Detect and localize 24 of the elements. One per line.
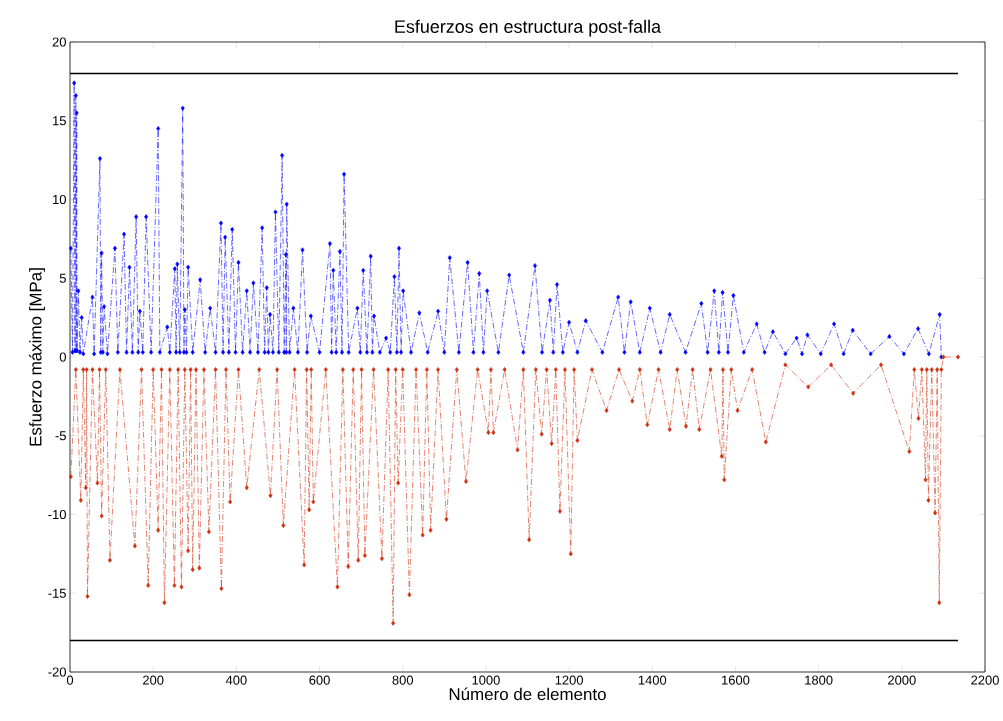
x-tick-label: 1200	[555, 675, 583, 685]
chart-title: Esfuerzos en estructura post-falla	[395, 19, 662, 37]
x-tick-label: 800	[392, 675, 414, 685]
x-tick-label: 2000	[888, 675, 916, 685]
y-tick-label: 0	[59, 352, 66, 362]
y-tick-label: -5	[55, 431, 66, 441]
x-tick-label: 600	[309, 675, 330, 685]
y-tick-label: 5	[59, 273, 66, 283]
y-tick-label: 10	[53, 194, 66, 205]
x-tick-label: 1400	[638, 675, 667, 685]
y-tick-label: -20	[48, 667, 66, 677]
x-tick-label: 1800	[805, 675, 833, 685]
y-tick-label: -15	[48, 588, 66, 598]
y-axis-title: Esfuerzo máximo [MPa]	[28, 268, 45, 446]
x-tick-label: 0	[66, 675, 74, 685]
y-tick-label: 15	[53, 116, 66, 126]
y-tick-label: -10	[48, 509, 66, 520]
x-tick-label: 200	[143, 675, 164, 685]
x-tick-label: 400	[225, 675, 247, 685]
x-tick-label: 1000	[472, 675, 500, 685]
x-axis-title: Número de elemento	[449, 687, 606, 701]
x-tick-label: 1600	[722, 675, 750, 685]
x-tick-label: 2200	[971, 675, 999, 685]
y-tick-label: 20	[52, 37, 66, 47]
